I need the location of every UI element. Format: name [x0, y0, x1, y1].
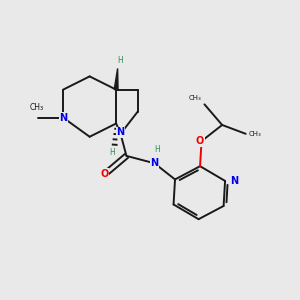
Text: CH₃: CH₃	[189, 95, 202, 101]
Text: N: N	[59, 112, 67, 123]
Text: H: H	[154, 145, 160, 154]
Text: CH₃: CH₃	[30, 103, 44, 112]
Polygon shape	[114, 68, 118, 90]
Text: H: H	[110, 148, 116, 157]
Text: N: N	[116, 127, 124, 137]
Text: N: N	[230, 176, 238, 186]
Text: CH₃: CH₃	[249, 131, 261, 137]
Text: H: H	[117, 56, 122, 65]
Text: N: N	[150, 158, 158, 168]
Text: O: O	[100, 169, 109, 178]
Text: O: O	[196, 136, 204, 146]
